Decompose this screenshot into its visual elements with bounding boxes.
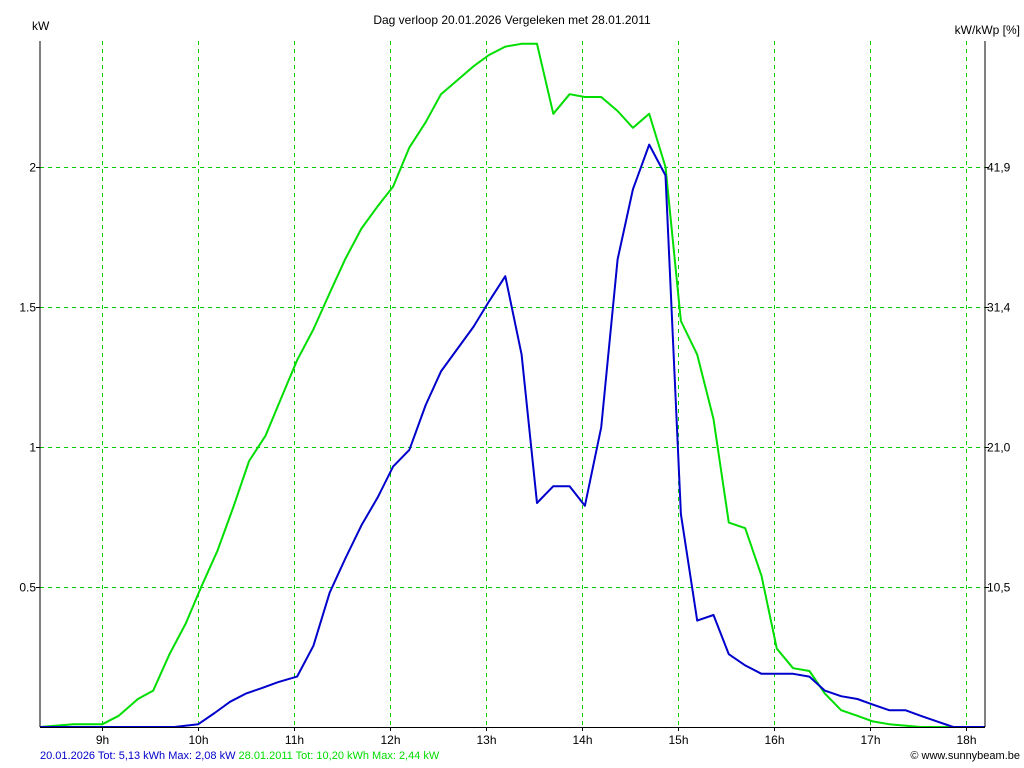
x-tick-label: 17h (860, 733, 880, 747)
credit: © www.sunnybeam.be (910, 750, 1020, 762)
y-tick-label: 1.5 (19, 301, 36, 315)
y-tick-label: 0.5 (19, 581, 36, 595)
x-tick-label: 11h (285, 733, 304, 747)
y2-tick-label: 41,9 (987, 161, 1011, 175)
left-axis-label: kW (32, 19, 50, 33)
credit-text: www.sunnybeam.be (921, 750, 1020, 762)
grid (40, 41, 985, 727)
y-tick-label: 2 (29, 161, 36, 175)
legend-entry: 20.01.2026 Tot: 5,13 kWh Max: 2,08 kW (40, 750, 236, 762)
x-tick-label: 14h (572, 733, 592, 747)
series-group (39, 42, 985, 728)
copyright-symbol: © (910, 750, 919, 762)
series-line-20.01.2026 (40, 143, 985, 728)
x-tick-label: 18h (956, 733, 976, 747)
x-tick-label: 13h (476, 733, 496, 747)
chart-title: Dag verloop 20.01.2026 Vergeleken met 28… (373, 13, 651, 27)
y2-tick-label: 21,0 (987, 441, 1011, 455)
tick-labels: 9h 10h 11h 12h 13h 14h 15h 16h 17h 18h 0.5 10,5 1 21,… (19, 161, 1010, 748)
legend-entry: 28.01.2011 Tot: 10,20 kWh Max: 2,44 kW (235, 750, 440, 762)
legend: 20.01.2026 Tot: 5,13 kWh Max: 2,08 kW 28… (40, 750, 439, 762)
x-tick-label: 9h (96, 733, 109, 747)
x-tick-label: 10h (188, 733, 208, 747)
y2-tick-label: 10,5 (987, 581, 1011, 595)
axes (39, 41, 986, 728)
series-line-28.01.2011 (39, 42, 985, 728)
y2-tick-label: 31,4 (987, 301, 1011, 315)
x-tick-label: 12h (380, 733, 400, 747)
x-tick-label: 15h (668, 733, 688, 747)
x-tick-label: 16h (764, 733, 784, 747)
plot-area (40, 41, 985, 727)
y-tick-label: 1 (29, 441, 36, 455)
right-axis-label: kW/kWp [%] (955, 23, 1020, 37)
